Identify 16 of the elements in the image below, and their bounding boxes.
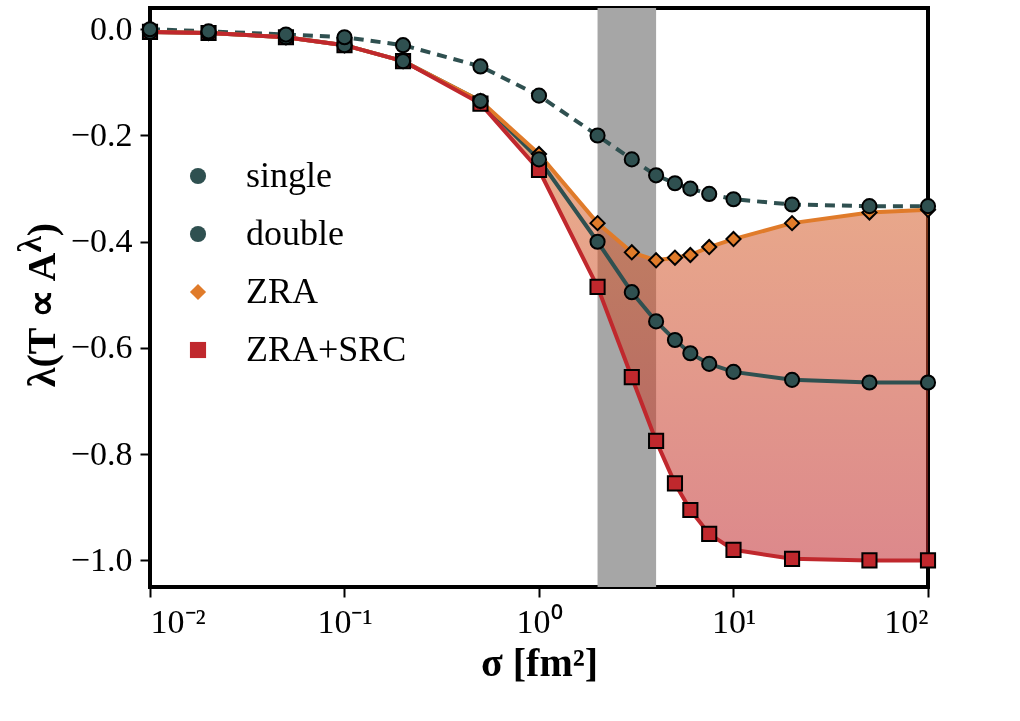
legend-label: ZRA (246, 271, 318, 311)
y-tick-label: −0.6 (70, 328, 133, 366)
y-tick-label: −0.8 (70, 434, 133, 472)
x-tick-label: 10² (884, 602, 929, 640)
y-tick-label: −0.4 (70, 222, 133, 260)
x-tick-label: 10⁰ (516, 602, 563, 640)
legend-label: single (246, 155, 332, 195)
x-tick-label: 10¹ (711, 602, 757, 640)
x-axis-title: σ [fm²] (480, 639, 599, 685)
y-tick-label: 0.0 (90, 9, 133, 47)
x-tick-label: 10⁻¹ (317, 602, 373, 640)
x-tick-label: 10⁻² (150, 602, 206, 640)
y-tick-label: −1.0 (70, 540, 133, 578)
legend-label: double (246, 213, 344, 253)
y-tick-label: −0.2 (70, 115, 133, 153)
legend-label: ZRA+SRC (246, 329, 407, 369)
